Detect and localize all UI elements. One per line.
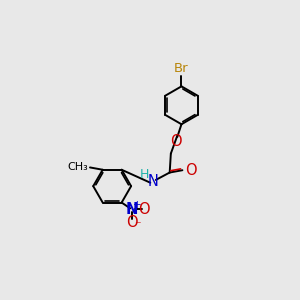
Text: Br: Br [174,62,189,75]
Text: O: O [126,215,138,230]
Text: H: H [140,168,149,181]
Text: N: N [126,202,138,217]
Text: ⁻: ⁻ [134,220,140,232]
Text: N: N [148,174,158,189]
Text: +: + [133,200,141,210]
Text: CH₃: CH₃ [68,162,88,172]
Text: O: O [171,134,182,148]
Text: O: O [185,163,197,178]
Text: O: O [138,202,150,217]
